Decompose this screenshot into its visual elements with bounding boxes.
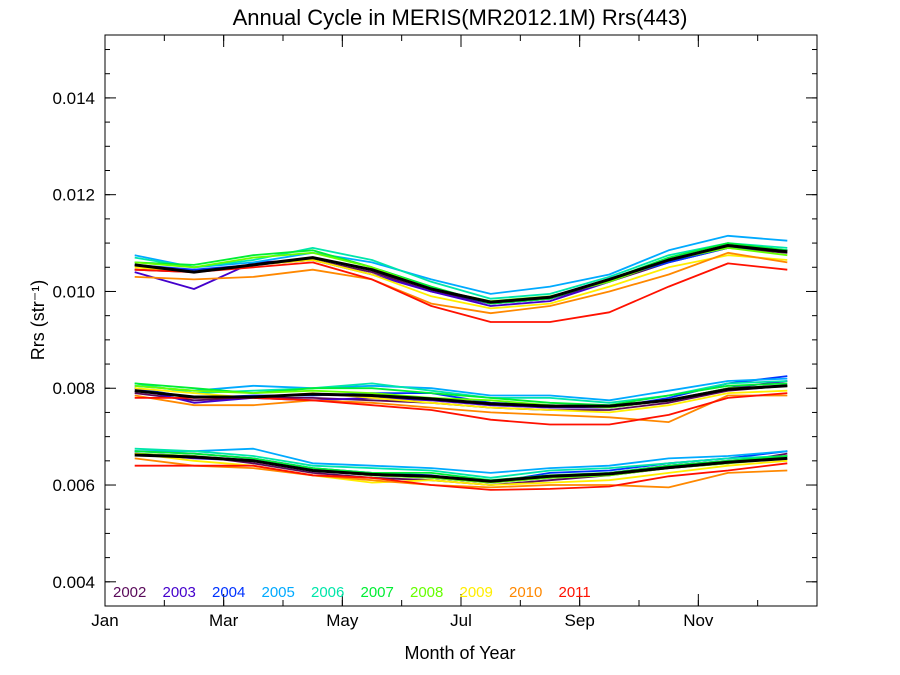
plot-frame <box>104 34 818 607</box>
series-line-2010-3 <box>134 457 788 489</box>
series-line-2010-1 <box>134 251 788 315</box>
y-tick-label: 0.010 <box>52 282 95 301</box>
legend-entry-2006: 2006 <box>311 584 344 601</box>
x-tick-label: Jan <box>91 611 118 630</box>
axis-layer: 0.004 0.006 0.008 0.010 0.012 0.014 Jan Mar May J… <box>52 34 818 630</box>
series-line-mean-3 <box>134 453 788 483</box>
legend-entry-2011: 2011 <box>559 584 591 601</box>
series-line-2005-2 <box>134 377 788 402</box>
series-line-mean-2 <box>134 384 788 408</box>
y-axis-label: Rrs (str⁻¹) <box>28 280 48 360</box>
legend-entry-2008: 2008 <box>410 584 443 601</box>
legend-entry-2002: 2002 <box>113 584 146 601</box>
y-tick-label: 0.012 <box>52 186 95 205</box>
series-line-mean-1 <box>134 244 788 304</box>
legend-entry-2003: 2003 <box>163 584 196 601</box>
y-tick-label: 0.006 <box>52 476 95 495</box>
series-line-2011-1 <box>134 261 788 323</box>
legend-entry-2010: 2010 <box>509 584 542 601</box>
x-tick-label: May <box>326 611 359 630</box>
legend-entry-2007: 2007 <box>361 584 394 601</box>
series-layer <box>134 234 788 491</box>
chart-title: Annual Cycle in MERIS(MR2012.1M) Rrs(443… <box>233 5 688 30</box>
x-tick-label: Sep <box>565 611 595 630</box>
x-axis-label: Month of Year <box>404 643 515 663</box>
series-line-2010-2 <box>134 394 788 424</box>
series-line-2006-1 <box>134 242 788 300</box>
x-tick-label: Jul <box>450 611 472 630</box>
y-tick-label: 0.008 <box>52 379 95 398</box>
series-line-2007-3 <box>134 450 788 482</box>
series-line-2005-3 <box>134 447 788 474</box>
legend-entry-2004: 2004 <box>212 584 245 601</box>
legend-entry-2009: 2009 <box>460 584 493 601</box>
x-tick-label: Mar <box>209 611 239 630</box>
series-line-2011-3 <box>134 462 788 491</box>
y-tick-label: 0.014 <box>52 89 95 108</box>
x-tick-label: Nov <box>683 611 714 630</box>
y-tick-label: 0.004 <box>52 573 95 592</box>
legend-entry-2005: 2005 <box>262 584 295 601</box>
series-line-2006-3 <box>134 447 788 479</box>
series-line-2005-1 <box>134 234 788 295</box>
legend: 2002 2003 2004 2005 2006 2007 2008 2009 2010 2011 <box>113 584 591 601</box>
